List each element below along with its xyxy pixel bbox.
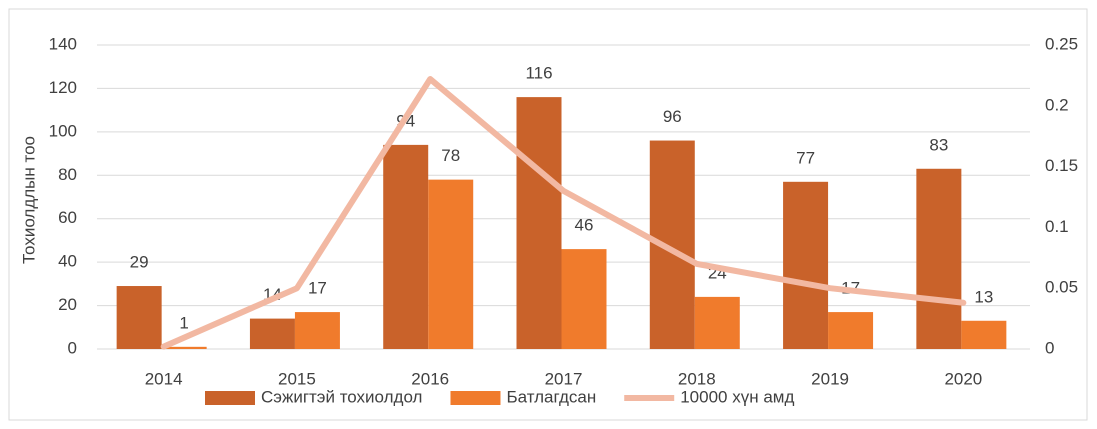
x-tick-label: 2017: [545, 369, 583, 388]
y2-tick-label: 0.25: [1045, 34, 1078, 53]
legend-label: Батлагдсан: [506, 387, 596, 406]
bar: [516, 97, 562, 349]
x-tick-label: 2014: [145, 369, 183, 388]
data-label: 96: [663, 107, 682, 126]
data-label: 13: [974, 287, 993, 306]
data-label: 78: [441, 146, 460, 165]
y-tick-label: 80: [58, 165, 77, 184]
y-tick-label: 60: [58, 208, 77, 227]
bar: [694, 296, 740, 349]
y-tick-label: 20: [58, 295, 77, 314]
y-axis-label: Тохиолдлын тоо: [19, 136, 38, 264]
x-tick-label: 2019: [811, 369, 849, 388]
bar: [916, 168, 962, 349]
bar: [428, 179, 474, 349]
y2-tick-label: 0: [1045, 338, 1054, 357]
legend-label: 10000 хүн амд: [680, 387, 794, 406]
x-tick-label: 2015: [278, 369, 316, 388]
legend-marker: [450, 391, 501, 405]
data-label: 46: [575, 216, 594, 235]
y2-tick-label: 0.1: [1045, 217, 1069, 236]
legend-marker: [205, 391, 255, 405]
line: [160, 76, 967, 350]
data-label: 77: [796, 148, 815, 167]
x-tick-label: 2018: [678, 369, 716, 388]
bar: [249, 318, 295, 349]
y-tick-label: 0: [68, 338, 77, 357]
bar: [294, 312, 340, 349]
y-tick-label: 120: [49, 78, 77, 97]
y2-tick-label: 0.15: [1045, 156, 1078, 175]
x-tick-label: 2016: [411, 369, 449, 388]
bar: [116, 286, 162, 349]
y2-tick-label: 0.2: [1045, 95, 1069, 114]
bar: [828, 312, 874, 349]
y2-tick-label: 0.05: [1045, 278, 1078, 297]
y-tick-label: 140: [49, 34, 77, 53]
bar: [383, 144, 429, 349]
bar: [783, 181, 829, 349]
data-label: 83: [929, 135, 948, 154]
bar: [561, 249, 607, 349]
data-label: 1: [179, 313, 188, 332]
y-tick-label: 40: [58, 252, 77, 271]
y-tick-label: 100: [49, 121, 77, 140]
bar: [961, 320, 1007, 349]
data-label: 17: [308, 279, 327, 298]
x-tick-label: 2020: [944, 369, 982, 388]
legend-label: Сэжигтэй тохиолдол: [261, 387, 422, 406]
data-label: 116: [525, 64, 552, 83]
bar: [161, 346, 207, 349]
data-label: 29: [130, 253, 149, 272]
